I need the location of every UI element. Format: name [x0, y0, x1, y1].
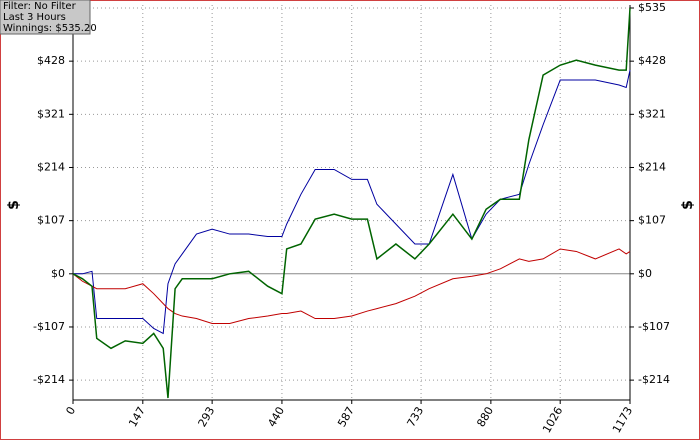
- y-tick-label: -$214: [33, 373, 65, 386]
- y-tick-label: $0: [638, 267, 652, 280]
- y-tick-label: $321: [37, 107, 65, 120]
- y-tick-label: $0: [51, 267, 65, 280]
- y-tick-label: $428: [638, 54, 666, 67]
- y-tick-label: $535: [638, 1, 666, 14]
- info-box: [0, 0, 91, 35]
- y-tick-label: -$107: [33, 320, 65, 333]
- plot-area: [73, 5, 630, 400]
- y-tick-label: -$214: [638, 373, 670, 386]
- series-line: [73, 69, 631, 335]
- y-axis-label: $: [680, 200, 696, 210]
- plot: -$214 -$214 -$107 -$107 $0 $0 $107 $107 $214 $214…: [33, 1, 670, 435]
- y-tick-label: -$107: [638, 320, 670, 333]
- y-axis-label: $: [6, 200, 22, 210]
- series-line: [72, 7, 631, 399]
- y-tick-label: $107: [37, 214, 65, 227]
- y-tick-label: $214: [638, 160, 666, 173]
- y-tick-label: $107: [638, 214, 666, 227]
- info-text: Filter: No Filter: [3, 1, 77, 12]
- y-tick-label: $428: [37, 54, 65, 67]
- info-text: Winnings: $535.20: [3, 23, 97, 34]
- info-text: Last 3 Hours: [3, 12, 66, 23]
- y-tick-label: $321: [638, 107, 666, 120]
- y-tick-label: $214: [37, 160, 65, 173]
- series-line: [72, 248, 631, 324]
